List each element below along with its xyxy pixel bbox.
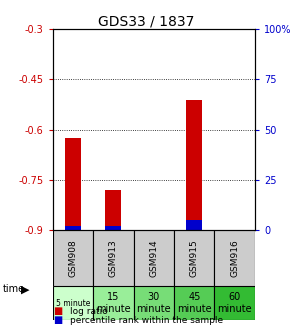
Bar xyxy=(65,226,81,230)
Text: 45
minute: 45 minute xyxy=(177,292,212,314)
FancyBboxPatch shape xyxy=(174,230,214,286)
Bar xyxy=(65,138,81,230)
FancyBboxPatch shape xyxy=(134,230,174,286)
Bar xyxy=(105,226,122,230)
Text: time: time xyxy=(3,284,25,294)
Text: ▶: ▶ xyxy=(21,284,29,294)
Text: 60
minute: 60 minute xyxy=(217,292,252,314)
FancyBboxPatch shape xyxy=(214,230,255,286)
Text: GDS33 / 1837: GDS33 / 1837 xyxy=(98,15,195,29)
Text: ■: ■ xyxy=(53,315,62,325)
Text: GSM908: GSM908 xyxy=(69,239,77,277)
Text: 15
minute: 15 minute xyxy=(96,292,131,314)
Text: 30
minute: 30 minute xyxy=(137,292,171,314)
Bar xyxy=(186,99,202,230)
Bar xyxy=(105,190,122,230)
Text: GSM913: GSM913 xyxy=(109,239,118,277)
FancyBboxPatch shape xyxy=(174,286,214,320)
Text: GSM916: GSM916 xyxy=(230,239,239,277)
FancyBboxPatch shape xyxy=(53,286,93,320)
FancyBboxPatch shape xyxy=(214,286,255,320)
Text: GSM915: GSM915 xyxy=(190,239,199,277)
Text: 5 minute: 5 minute xyxy=(56,299,90,308)
Text: ■: ■ xyxy=(53,305,62,316)
Bar xyxy=(186,220,202,230)
FancyBboxPatch shape xyxy=(134,286,174,320)
FancyBboxPatch shape xyxy=(93,230,134,286)
FancyBboxPatch shape xyxy=(53,230,93,286)
Text: log ratio: log ratio xyxy=(70,306,108,316)
FancyBboxPatch shape xyxy=(93,286,134,320)
Text: percentile rank within the sample: percentile rank within the sample xyxy=(70,316,224,325)
Text: GSM914: GSM914 xyxy=(149,239,158,277)
